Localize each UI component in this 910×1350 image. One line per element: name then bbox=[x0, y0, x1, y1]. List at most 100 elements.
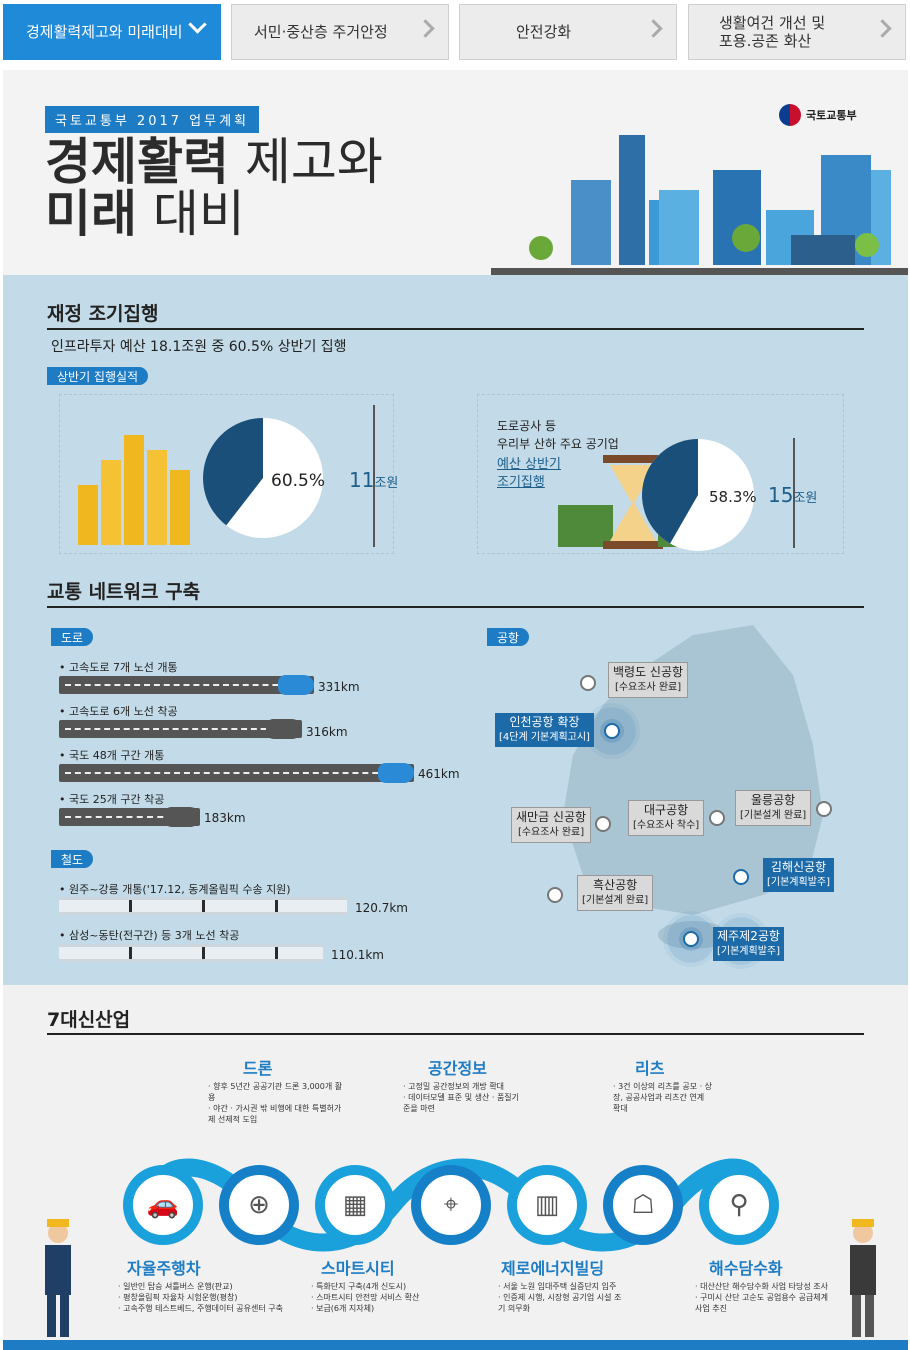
airport-marker bbox=[595, 816, 611, 832]
coin-stack-illustration bbox=[78, 435, 190, 545]
bullet: 특화단지 구축(4개 신도시) bbox=[316, 1282, 407, 1291]
car-icon bbox=[266, 719, 302, 739]
airport-name: 대구공항 bbox=[644, 803, 689, 817]
industry-geo-desc: · 고정밀 공간정보의 개방 확대 · 데이터모델 표준 및 생산 · 품질기준을… bbox=[403, 1082, 520, 1113]
airport-status: [수요조사 완료] bbox=[614, 682, 682, 693]
chevron-right-icon bbox=[416, 19, 435, 38]
finance-subtitle: 인프라투자 예산 18.1조원 중 60.5% 상반기 집행 bbox=[51, 339, 347, 355]
amount-value: 11 bbox=[349, 468, 375, 492]
drone-icon: ⊕ bbox=[248, 1190, 270, 1220]
right-chart-panel bbox=[477, 394, 844, 554]
right-desc-highlight: 예산 상반기 bbox=[497, 457, 561, 472]
road-label: • 국도 25개 구간 착공 bbox=[59, 793, 165, 806]
airport-status: [기본계획발주] bbox=[717, 946, 781, 957]
tab-housing[interactable]: 서민·중산층 주거안정 bbox=[231, 4, 449, 60]
industry-circle-geo: ⌖ bbox=[411, 1165, 491, 1245]
road-label: • 고속도로 7개 노선 개통 bbox=[59, 661, 178, 674]
airport-marker bbox=[709, 810, 725, 826]
tab-label: 서민·중산층 주거안정 bbox=[254, 23, 388, 41]
airport-name: 김해신공항 bbox=[770, 860, 827, 874]
airport-ulleung: 울릉공항 [기본설계 완료] bbox=[735, 790, 812, 826]
industry-autonomous-title: 자율주행차 bbox=[127, 1259, 201, 1278]
road-label-text: 고속도로 6개 노선 착공 bbox=[69, 705, 178, 718]
engineer-right-illustration bbox=[850, 1219, 876, 1337]
left-chart-panel bbox=[59, 394, 394, 554]
industries-section: 7대신산업 드론 · 향후 5년간 공공기관 드론 3,000개 활용 · 야간 … bbox=[3, 985, 908, 1350]
rail-track bbox=[59, 897, 347, 915]
rail-label: • 원주~강릉 개통('17.12, 동계올림픽 수송 지원) bbox=[59, 883, 291, 896]
amount-unit: 조원 bbox=[374, 476, 399, 491]
bullet: 대산산단 해수담수화 사업 타당성 조사 bbox=[700, 1282, 829, 1291]
infographic: 국토교통부 2017 업무계획 경제활력 제고와 미래 대비 국토교통부 재정 bbox=[3, 70, 908, 1350]
industry-smartcity-title: 스마트시티 bbox=[321, 1259, 395, 1278]
ministry-name: 국토교통부 bbox=[806, 109, 857, 122]
left-percent: 60.5% bbox=[271, 471, 326, 491]
network-title: 교통 네트워크 구축 bbox=[47, 581, 201, 603]
city-skyline-illustration bbox=[491, 135, 908, 275]
tab-safety[interactable]: 안전강화 bbox=[459, 4, 677, 60]
rail-badge: 철도 bbox=[51, 850, 94, 868]
industry-circle-smartcity: ▦ bbox=[315, 1165, 395, 1245]
ministry-logo: 국토교통부 bbox=[779, 104, 857, 126]
building-bulb-icon: ▥ bbox=[534, 1190, 560, 1220]
top-tab-bar: 경제활력제고와 미래대비 서민·중산층 주거안정 안전강화 생활여건 개선 및 … bbox=[0, 0, 910, 64]
divider bbox=[47, 606, 864, 608]
industry-smartcity-desc: · 특화단지 구축(4개 신도시) · 스마트시티 안전망 서비스 확산 · 보급… bbox=[311, 1282, 420, 1313]
rail-value: 120.7km bbox=[355, 901, 408, 915]
map-pin-icon: ⌖ bbox=[443, 1189, 459, 1220]
title-bold: 경제활력 bbox=[45, 133, 229, 191]
airport-daegu: 대구공항 [수요조사 착수] bbox=[628, 800, 705, 836]
finance-title: 재정 조기집행 bbox=[47, 303, 159, 325]
right-desc: 우리부 산하 주요 공기업 bbox=[497, 437, 619, 451]
finance-network-section: 재정 조기집행 인프라투자 예산 18.1조원 중 60.5% 상반기 집행 상… bbox=[3, 275, 908, 985]
road-label-text: 국도 25개 구간 착공 bbox=[69, 793, 165, 806]
airport-name: 제주제2공항 bbox=[717, 929, 780, 943]
airport-name: 새만금 신공항 bbox=[516, 810, 587, 824]
industry-reits-title: 리츠 bbox=[635, 1059, 665, 1078]
airport-status: [수요조사 착수] bbox=[633, 820, 700, 831]
bullet: 인증제 시행, 시장형 공기업 시설 조기 의무화 bbox=[498, 1293, 622, 1313]
bullet: 고정밀 공간정보의 개방 확대 bbox=[408, 1082, 505, 1091]
tab-label: 생활여건 개선 및 포용.공존 화산 bbox=[719, 14, 826, 50]
airport-name: 울릉공항 bbox=[751, 793, 796, 807]
road-bar bbox=[59, 764, 414, 782]
bracket-line bbox=[793, 438, 795, 548]
tab-economy[interactable]: 경제활력제고와 미래대비 bbox=[3, 4, 221, 60]
industry-autonomous-desc: · 일반인 탑승 셔틀버스 운행(판교) · 평창올림픽 자율차 시험운행(평창)… bbox=[118, 1282, 284, 1313]
airport-incheon: 인천공항 확장 [4단계 기본계획고시] bbox=[495, 713, 594, 747]
left-pie-chart bbox=[203, 418, 323, 538]
bracket-line bbox=[373, 405, 375, 547]
airport-status: [기본계획발주] bbox=[767, 877, 831, 888]
car-icon bbox=[378, 763, 414, 783]
airport-marker bbox=[733, 869, 749, 885]
airport-status: [4단계 기본계획고시] bbox=[499, 732, 590, 743]
right-desc-highlight: 조기집행 bbox=[497, 475, 545, 490]
amount-value: 15 bbox=[768, 483, 794, 507]
industry-reits-desc: · 3건 이상의 리츠를 공모 · 상장, 공공사업과 리츠간 연계 확대 bbox=[613, 1082, 713, 1113]
right-amount: 15조원 bbox=[768, 483, 817, 507]
divider bbox=[47, 1033, 864, 1035]
chevron-right-icon bbox=[873, 19, 892, 38]
tab-living[interactable]: 생활여건 개선 및 포용.공존 화산 bbox=[688, 4, 906, 60]
chevron-right-icon bbox=[644, 19, 663, 38]
finance-badge: 상반기 집행실적 bbox=[47, 367, 149, 385]
industry-zeroenergy-title: 제로에너지빌딩 bbox=[501, 1259, 605, 1278]
airport-marker bbox=[547, 887, 563, 903]
industry-desal-title: 해수담수화 bbox=[709, 1259, 783, 1278]
airport-status: [수요조사 완료] bbox=[517, 827, 585, 838]
left-amount: 11조원 bbox=[349, 468, 398, 492]
bullet: 스마트시티 안전망 서비스 확산 · 보급(6개 지자체) bbox=[311, 1293, 420, 1313]
industries-title: 7대신산업 bbox=[47, 1009, 131, 1031]
industry-zeroenergy-desc: · 서울 노원 임대주택 실증단지 입주 · 인증제 시행, 시장형 공기업 시설… bbox=[498, 1282, 622, 1313]
right-percent: 58.3% bbox=[709, 488, 757, 506]
hero-banner: 국토교통부 2017 업무계획 경제활력 제고와 미래 대비 국토교통부 bbox=[3, 70, 908, 275]
airport-name: 백령도 신공항 bbox=[613, 665, 684, 679]
airport-name: 인천공항 확장 bbox=[509, 715, 580, 729]
airport-gimhae: 김해신공항 [기본계획발주] bbox=[763, 858, 835, 892]
car-icon bbox=[278, 675, 314, 695]
right-desc: 도로공사 등 bbox=[497, 419, 557, 433]
right-pie-chart bbox=[642, 439, 754, 551]
road-value: 316km bbox=[306, 725, 348, 739]
airport-marker bbox=[604, 723, 620, 739]
title-bold: 미래 bbox=[45, 185, 137, 243]
